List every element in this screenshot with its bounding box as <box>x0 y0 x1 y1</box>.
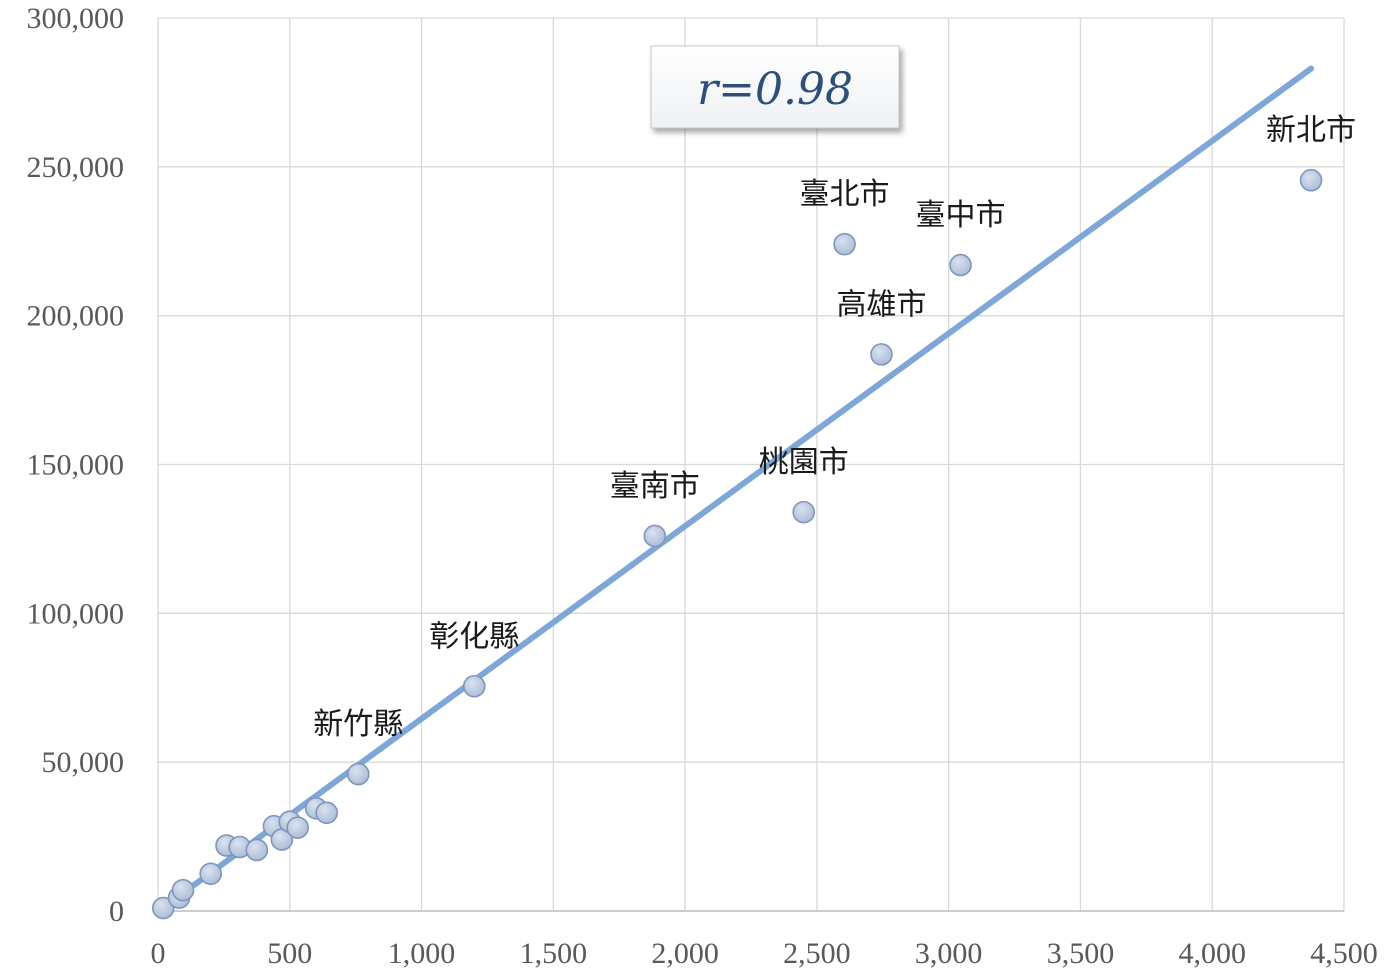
point-label-14: 彰化縣 <box>429 619 519 654</box>
data-point-2 <box>171 878 195 902</box>
data-point-12 <box>315 801 338 825</box>
trendline-path <box>161 65 1315 910</box>
data-point-3 <box>199 862 223 886</box>
y-tick-label-4: 200,000 <box>27 300 125 333</box>
x-tick-label-4: 2,000 <box>651 937 719 970</box>
x-tick-label-8: 4,000 <box>1178 937 1246 970</box>
x-tick-label-2: 1,000 <box>388 937 456 970</box>
x-axis-ticks: 0 500 1,000 1,500 2,000 2,500 3,000 3,500 4,000 4… <box>151 937 1378 970</box>
x-tick-label-3: 1,500 <box>520 937 588 970</box>
trendline <box>161 65 1315 910</box>
x-tick-label-7: 3,500 <box>1047 937 1115 970</box>
x-tick-label-1: 500 <box>267 937 312 970</box>
data-point-15 <box>643 524 667 548</box>
point-label-19: 臺中市 <box>916 198 1006 233</box>
point-label-15: 臺南市 <box>610 469 700 504</box>
point-label-16: 桃園市 <box>759 445 849 480</box>
correlation-box: r=0.98 <box>650 45 900 129</box>
data-point-6 <box>245 838 269 862</box>
data-point-14 <box>462 674 486 698</box>
y-axis-ticks: 0 50,000 100,000 150,000 200,000 250,000 300,0… <box>27 2 125 928</box>
correlation-box-frame <box>650 45 900 129</box>
y-tick-label-6: 300,000 <box>27 2 125 35</box>
x-tick-label-0: 0 <box>151 937 166 970</box>
point-label-17: 臺北市 <box>800 177 890 212</box>
correlation-annotation: r=0.98 <box>697 64 853 115</box>
y-tick-label-1: 50,000 <box>42 746 125 779</box>
data-point-16 <box>792 500 816 524</box>
data-point-10 <box>286 816 309 839</box>
y-tick-label-2: 100,000 <box>27 597 125 630</box>
plot-grid <box>157 17 1345 912</box>
data-point-0 <box>151 896 175 920</box>
y-tick-label-0: 0 <box>109 895 124 928</box>
y-tick-label-5: 250,000 <box>27 151 125 184</box>
data-point-13 <box>347 762 370 786</box>
data-point-19 <box>949 253 972 277</box>
x-tick-label-6: 3,000 <box>915 937 983 970</box>
data-points <box>151 168 1323 920</box>
data-point-18 <box>870 343 893 366</box>
point-label-13: 新竹縣 <box>313 707 403 742</box>
x-tick-label-9: 4,500 <box>1310 937 1378 970</box>
data-point-17 <box>833 232 856 256</box>
point-label-20: 新北市 <box>1266 113 1356 148</box>
x-tick-label-5: 2,500 <box>783 937 851 970</box>
data-point-20 <box>1299 168 1323 192</box>
point-label-18: 高雄市 <box>836 287 926 322</box>
y-tick-label-3: 150,000 <box>27 449 125 482</box>
